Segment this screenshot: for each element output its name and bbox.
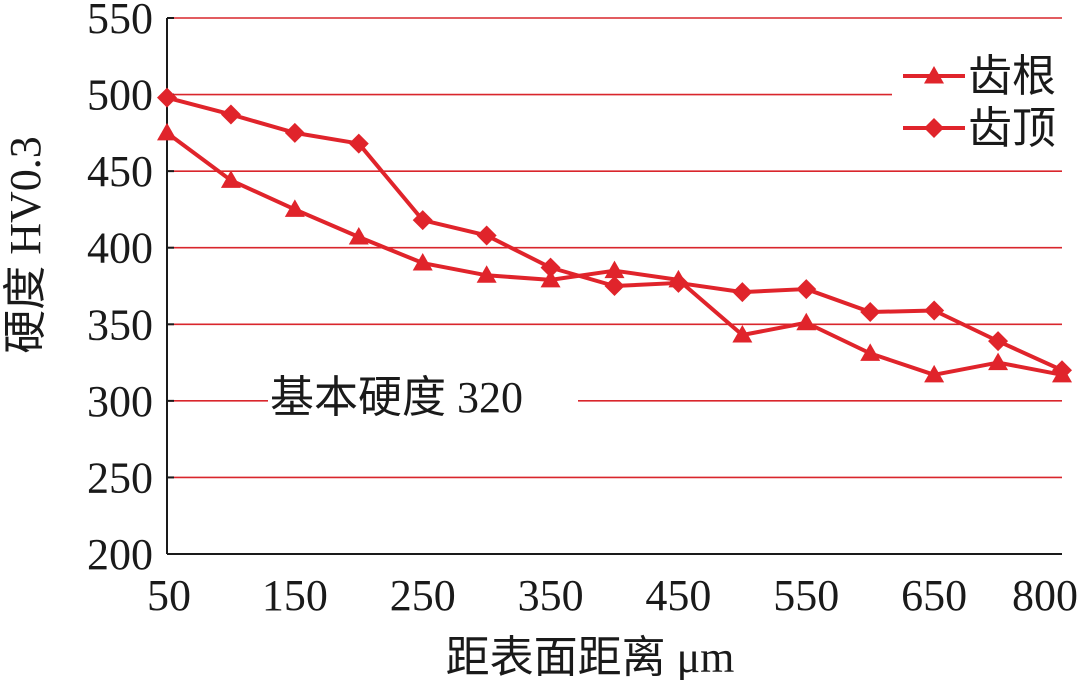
data-point-tooth-tip xyxy=(732,282,753,303)
data-point-tooth-root xyxy=(348,226,369,245)
y-tick-label: 450 xyxy=(87,147,153,196)
data-point-tooth-tip xyxy=(668,272,689,293)
y-tick-label: 500 xyxy=(87,71,153,120)
x-tick-label: 550 xyxy=(773,571,839,620)
x-tick-label: 650 xyxy=(901,571,967,620)
data-point-tooth-tip xyxy=(924,300,945,321)
data-point-tooth-root xyxy=(988,352,1009,371)
data-point-tooth-root xyxy=(796,312,817,331)
data-point-tooth-tip xyxy=(348,133,369,154)
series-tooth-tip xyxy=(157,87,1072,381)
y-tick-label: 300 xyxy=(87,377,153,426)
y-tick-label: 250 xyxy=(87,453,153,502)
data-point-tooth-root xyxy=(284,199,305,217)
series-line-tooth-root xyxy=(165,131,1063,377)
y-tick-label: 350 xyxy=(87,300,153,349)
data-point-tooth-tip xyxy=(157,87,177,108)
x-axis-title: 距表面距离 μm xyxy=(446,633,735,680)
data-point-tooth-tip xyxy=(860,302,881,323)
x-tick-label: 450 xyxy=(645,571,711,620)
data-point-tooth-tip xyxy=(476,225,497,246)
data-point-tooth-tip xyxy=(988,331,1009,352)
x-tick-label: 150 xyxy=(262,571,328,620)
data-point-tooth-root xyxy=(157,122,177,141)
data-point-tooth-root xyxy=(860,343,881,361)
legend-marker-tooth-tip xyxy=(924,118,944,138)
legend-label-tooth-root: 齿根 xyxy=(968,52,1056,101)
data-point-tooth-root xyxy=(476,265,497,283)
legend-background xyxy=(892,48,1080,160)
x-tick-label: 800 xyxy=(1012,571,1078,620)
data-point-tooth-root xyxy=(412,253,433,271)
data-point-tooth-tip xyxy=(604,276,625,296)
x-tick-label: 50 xyxy=(147,571,191,620)
legend-marker-tooth-root xyxy=(924,66,944,84)
y-tick-label: 550 xyxy=(87,0,153,43)
x-tick-label: 250 xyxy=(390,571,456,620)
y-tick-labels: 200 250 300 350 400 450 500 550 xyxy=(87,0,153,579)
base-hardness-annotation: 基本硬度 320 xyxy=(270,373,523,422)
series xyxy=(157,87,1072,383)
data-point-tooth-tip xyxy=(412,210,433,231)
data-point-tooth-tip xyxy=(540,257,561,278)
data-point-tooth-root xyxy=(540,269,561,288)
data-point-tooth-tip xyxy=(796,279,817,300)
series-tooth-root xyxy=(157,122,1072,383)
data-point-tooth-root xyxy=(732,325,753,343)
data-point-tooth-root xyxy=(924,364,945,383)
y-tick-label: 400 xyxy=(87,224,153,273)
x-tick-labels: 50 150 250 350 450 550 650 800 xyxy=(147,571,1078,620)
data-point-tooth-tip xyxy=(220,104,241,125)
data-point-tooth-tip xyxy=(1052,360,1072,381)
data-point-tooth-root xyxy=(604,260,625,279)
legend-label-tooth-tip: 齿顶 xyxy=(968,104,1056,153)
y-axis-title: 硬度 HV0.3 xyxy=(1,136,50,354)
annotation-background xyxy=(268,374,578,424)
data-point-tooth-tip xyxy=(284,122,305,143)
y-tick-label: 200 xyxy=(87,530,153,579)
data-point-tooth-root xyxy=(220,170,241,188)
x-tick-label: 350 xyxy=(518,571,584,620)
